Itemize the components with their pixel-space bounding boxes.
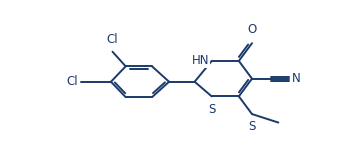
Text: S: S (208, 102, 215, 115)
Text: O: O (247, 22, 256, 35)
Text: Cl: Cl (107, 33, 118, 46)
Text: Cl: Cl (66, 75, 78, 88)
Text: S: S (248, 120, 256, 133)
Text: HN: HN (192, 54, 209, 67)
Text: N: N (292, 72, 301, 85)
